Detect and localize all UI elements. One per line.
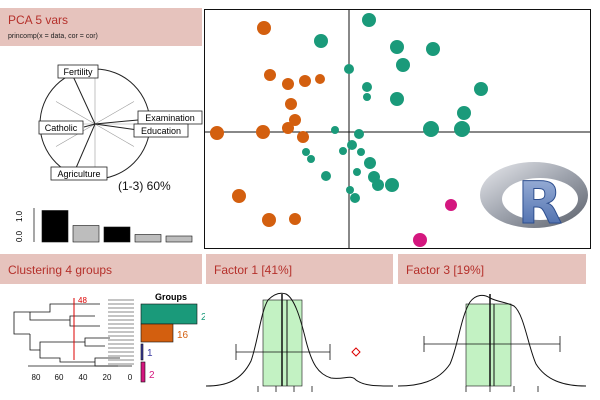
loadings-plot: Fertility Examination Catholic Education… [38,64,203,193]
factor3-density [398,294,586,392]
factor1-header: Factor 1 [41%] [206,254,393,284]
eigen-ytick-1: 1.0 [15,210,24,222]
scatter-point [353,168,361,176]
scatter-point [426,42,440,56]
eigen-bar [165,235,193,243]
variance-explained: (1-3) 60% [118,179,171,193]
scatter-point [413,233,427,247]
scatter-point [362,13,376,27]
factor3-header: Factor 3 [19%] [398,254,586,284]
scatter-point [457,106,471,120]
eigen-bar [72,225,100,243]
scatter-point [307,155,315,163]
scatter-point [363,93,371,101]
scatter-point [339,147,347,155]
scatter-point [346,186,354,194]
group-count: 16 [177,330,189,341]
scatter-point [354,129,364,139]
eigen-ytick-0: 0.0 [15,230,24,242]
cut-height-label: 48 [78,296,87,305]
group-count: 2 [149,370,155,381]
pca-title: PCA 5 vars [8,13,69,27]
scatter-point [314,34,328,48]
scatter-point [474,82,488,96]
group-bar [140,323,174,343]
scatter-point [282,78,294,90]
loading-label-education: Education [141,126,181,136]
group-bar [140,343,144,361]
dendro-tick-20: 20 [103,373,112,382]
scatter-point [396,58,410,72]
eigen-bar [103,226,131,243]
dendro-tick-40: 40 [79,373,88,382]
dendrogram: 48 80 60 40 20 0 Groups 28 16 1 2 [13,292,205,383]
factor1-title: Factor 1 [41%] [214,263,293,277]
scatter-point [350,193,360,203]
r-logo: R [480,162,588,238]
scatter-point [257,21,271,35]
eigen-bar [41,210,69,243]
scatter-point [390,40,404,54]
loading-label-fertility: Fertility [64,67,93,77]
groups-title: Groups [155,292,187,302]
scatter-point [372,179,384,191]
pca-scatter: R [204,9,591,249]
scatter-point [256,125,270,139]
factor3-title: Factor 3 [19%] [406,263,485,277]
dendro-tick-0: 0 [128,373,133,382]
scatter-point [362,82,372,92]
eigenvalue-barplot: 0.0 1.0 [15,208,193,243]
eigen-bar [134,234,162,243]
scatter-point [423,121,439,137]
scatter-point [297,131,309,143]
scatter-point [285,98,297,110]
scatter-point [347,140,357,150]
group-bar [140,361,146,383]
scatter-point [344,64,354,74]
r-logo-letter: R [518,169,563,237]
scatter-point [264,69,276,81]
loading-label-examination: Examination [145,113,195,123]
scatter-point [321,171,331,181]
scatter-point [454,121,470,137]
scatter-point [302,148,310,156]
pca-call: princomp(x = data, cor = cor) [8,33,98,40]
scatter-point [357,148,365,156]
scatter-point [299,75,311,87]
scatter-point [315,74,325,84]
group-count: 28 [201,312,205,323]
scatter-point [289,213,301,225]
scatter-point [390,92,404,106]
scatter-point [331,126,339,134]
clustering-title: Clustering 4 groups [8,263,113,277]
scatter-point [210,126,224,140]
dendro-tick-80: 80 [32,373,41,382]
pca-scatter-panel: R [204,9,591,249]
scatter-point [445,199,457,211]
scatter-point [364,157,376,169]
dendro-tick-60: 60 [55,373,64,382]
scatter-point [262,213,276,227]
group-bar [140,303,198,325]
scatter-point [282,122,294,134]
group-count: 1 [147,348,153,359]
scatter-point [385,178,399,192]
pca-header: PCA 5 vars princomp(x = data, cor = cor) [0,8,202,46]
scatter-point [232,189,246,203]
clustering-header: Clustering 4 groups [0,254,202,284]
factor1-density [206,292,393,392]
scatter-point [289,114,301,126]
loading-label-catholic: Catholic [45,123,78,133]
loading-label-agriculture: Agriculture [57,169,100,179]
